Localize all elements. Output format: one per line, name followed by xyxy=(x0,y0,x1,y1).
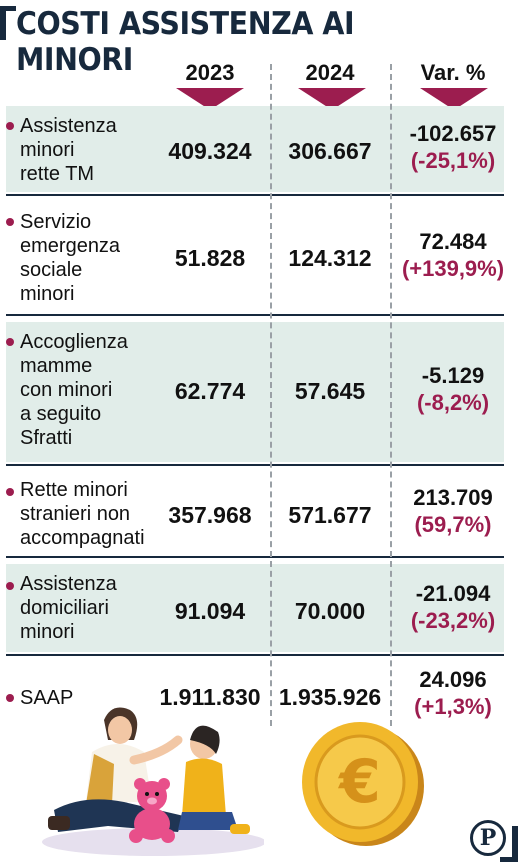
row-bullet xyxy=(6,488,14,496)
column-arrow-var xyxy=(420,88,488,110)
row-divider xyxy=(6,654,504,656)
corner-bracket-top-horizontal xyxy=(0,6,16,11)
row-bullet xyxy=(6,338,14,346)
row-label: Assistenza domiciliari minori xyxy=(20,573,117,643)
mother-child-teddy-illustration xyxy=(42,707,264,856)
row-bg-5 xyxy=(6,564,504,652)
column-separator xyxy=(270,64,272,726)
variation: 72.484 (+139,9%) xyxy=(401,229,505,281)
row-bullet xyxy=(6,122,14,130)
variation: -21.094 (-23,2%) xyxy=(410,581,496,633)
euro-coin-icon: € xyxy=(302,722,424,846)
value-2024: 57.645 xyxy=(294,378,366,404)
row-divider xyxy=(6,464,504,466)
value-2023: 409.324 xyxy=(168,138,252,164)
column-header-2024: 2024 xyxy=(305,60,355,85)
column-header-2023: 2023 xyxy=(185,60,235,85)
row-label: Assistenza minori rette TM xyxy=(20,115,117,185)
corner-bracket-top xyxy=(0,6,6,40)
value-2023: 91.094 xyxy=(174,598,246,624)
row-divider xyxy=(6,314,504,316)
row-bullet xyxy=(6,582,14,590)
row-label: Accoglienza mamme con minori a seguito S… xyxy=(20,331,128,449)
variation: 213.709 (59,7%) xyxy=(413,485,493,537)
row-bg-3 xyxy=(6,322,504,462)
value-2023: 1.911.830 xyxy=(159,684,261,710)
column-arrow-2023 xyxy=(176,88,244,110)
variation: 24.096 (+1,3%) xyxy=(414,667,492,719)
row-divider xyxy=(6,194,504,196)
value-2023: 51.828 xyxy=(174,245,246,271)
row-bullet xyxy=(6,218,14,226)
variation: -102.657 (-25,1%) xyxy=(409,121,497,173)
column-header-var: Var. % xyxy=(420,60,486,85)
svg-text:€: € xyxy=(337,747,381,817)
corner-bracket-bottom xyxy=(512,826,518,862)
value-2023: 62.774 xyxy=(174,378,246,404)
page-title: COSTI ASSISTENZA AI MINORI xyxy=(16,6,355,78)
row-label: SAAP xyxy=(20,687,74,709)
value-2024: 1.935.926 xyxy=(278,684,382,710)
row-bg-1 xyxy=(6,106,504,192)
column-arrow-2024 xyxy=(298,88,366,110)
value-2024: 571.677 xyxy=(288,502,372,528)
variation: -5.129 (-8,2%) xyxy=(416,363,490,415)
value-2024: 306.667 xyxy=(288,138,372,164)
row-bullet xyxy=(6,694,14,702)
column-separator xyxy=(390,64,392,726)
value-2024: 124.312 xyxy=(288,245,372,271)
row-label: Rette minori stranieri non accompagnati xyxy=(20,479,145,549)
row-label: Servizio emergenza sociale minori xyxy=(20,211,121,305)
publisher-logo-icon: P xyxy=(470,820,506,856)
value-2023: 357.968 xyxy=(168,502,252,528)
corner-bracket-bottom-horizontal xyxy=(500,857,518,862)
value-2024: 70.000 xyxy=(294,598,366,624)
row-divider xyxy=(6,556,504,558)
